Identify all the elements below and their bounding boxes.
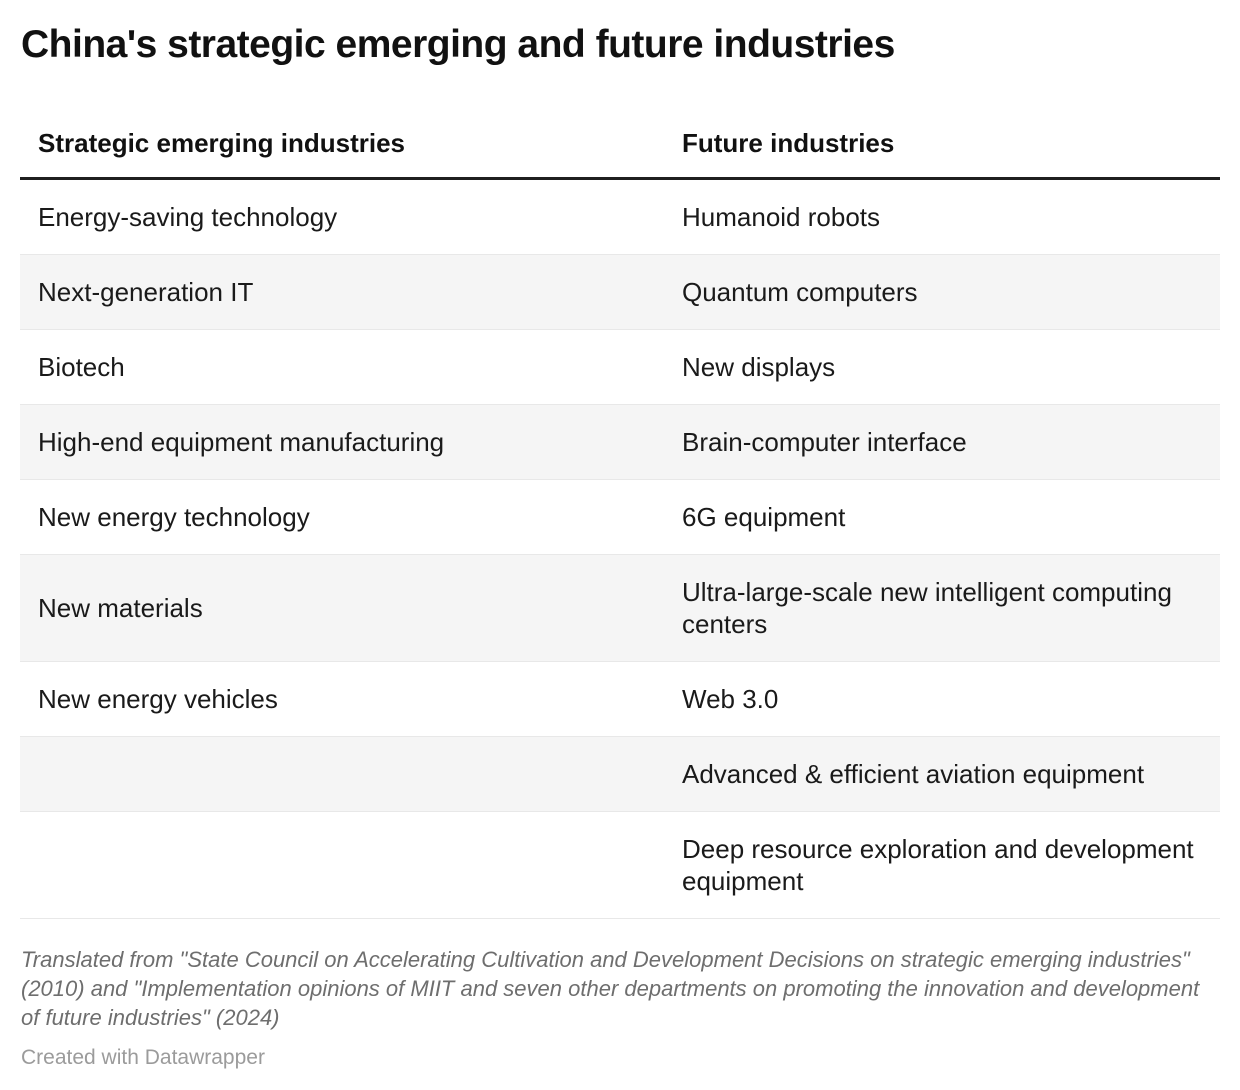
- cell-strategic: [20, 736, 664, 812]
- cell-strategic: Energy-saving technology: [20, 178, 664, 255]
- page-title: China's strategic emerging and future in…: [21, 23, 895, 66]
- cell-future: Humanoid robots: [664, 178, 1220, 255]
- table-row: New materials Ultra-large-scale new inte…: [20, 554, 1220, 662]
- cell-strategic: New energy technology: [20, 479, 664, 555]
- cell-future: Quantum computers: [664, 254, 1220, 330]
- cell-future: New displays: [664, 329, 1220, 405]
- cell-future: Ultra-large-scale new intelligent comput…: [664, 554, 1220, 662]
- column-header-future-industries: Future industries: [664, 112, 1220, 180]
- cell-future: Deep resource exploration and developmen…: [664, 811, 1220, 919]
- header-row: Strategic emerging industries Future ind…: [20, 112, 1220, 180]
- column-header-strategic-emerging-industries: Strategic emerging industries: [20, 112, 664, 180]
- cell-future: Brain-computer interface: [664, 404, 1220, 480]
- cell-strategic: Next-generation IT: [20, 254, 664, 330]
- table-row: Advanced & efficient aviation equipment: [20, 736, 1220, 812]
- cell-strategic: New materials: [20, 554, 664, 662]
- industry-table: Strategic emerging industries Future ind…: [20, 112, 1220, 919]
- table-header: Strategic emerging industries Future ind…: [20, 112, 1220, 180]
- table-row: New energy technology 6G equipment: [20, 479, 1220, 555]
- cell-strategic: Biotech: [20, 329, 664, 405]
- source-note: Translated from "State Council on Accele…: [21, 947, 1200, 1030]
- cell-future: Advanced & efficient aviation equipment: [664, 736, 1220, 812]
- table-row: Deep resource exploration and developmen…: [20, 811, 1220, 919]
- datawrapper-credit-link[interactable]: Created with Datawrapper: [21, 1046, 265, 1069]
- cell-strategic: High-end equipment manufacturing: [20, 404, 664, 480]
- cell-strategic: [20, 811, 664, 919]
- table-row: High-end equipment manufacturing Brain-c…: [20, 404, 1220, 480]
- table-row: Energy-saving technology Humanoid robots: [20, 178, 1220, 255]
- cell-future: 6G equipment: [664, 479, 1220, 555]
- cell-strategic: New energy vehicles: [20, 661, 664, 737]
- table-row: New energy vehicles Web 3.0: [20, 661, 1220, 737]
- table-row: Biotech New displays: [20, 329, 1220, 405]
- table-body: Energy-saving technology Humanoid robots…: [20, 178, 1220, 919]
- cell-future: Web 3.0: [664, 661, 1220, 737]
- table-row: Next-generation IT Quantum computers: [20, 254, 1220, 330]
